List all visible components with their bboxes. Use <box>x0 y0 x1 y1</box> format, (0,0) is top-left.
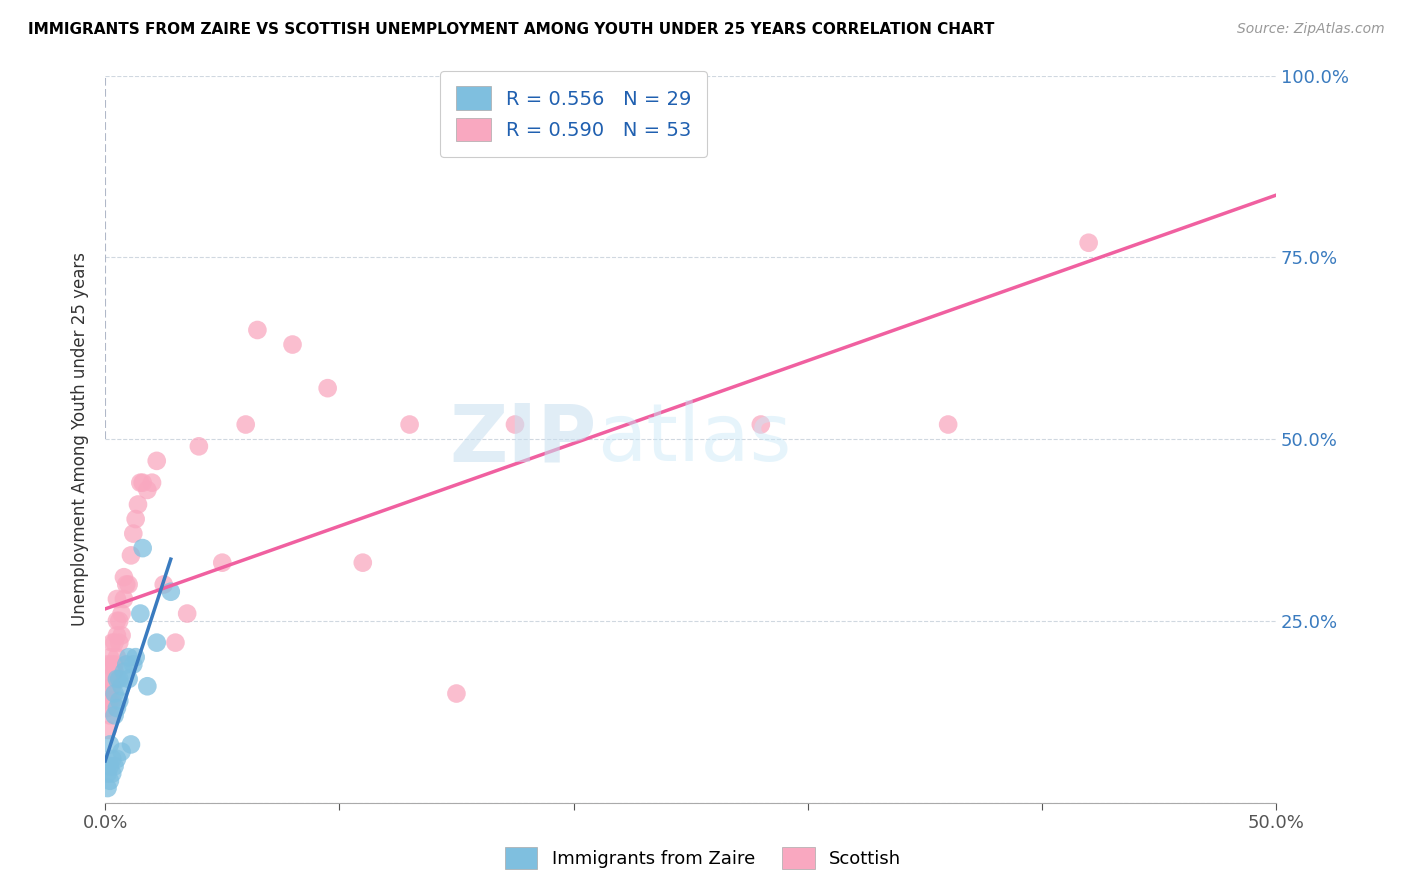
Point <box>112 592 135 607</box>
Point <box>101 679 124 693</box>
Point <box>98 773 121 788</box>
Point <box>105 752 128 766</box>
Point <box>117 650 139 665</box>
Point <box>101 635 124 649</box>
Point <box>112 665 135 679</box>
Point <box>105 672 128 686</box>
Point <box>108 694 131 708</box>
Point <box>127 498 149 512</box>
Point <box>110 679 132 693</box>
Point <box>105 614 128 628</box>
Point <box>131 541 153 555</box>
Point <box>120 549 142 563</box>
Point <box>503 417 526 432</box>
Point <box>129 475 152 490</box>
Point <box>122 657 145 672</box>
Point <box>96 672 118 686</box>
Point <box>108 614 131 628</box>
Point <box>398 417 420 432</box>
Point <box>101 657 124 672</box>
Point <box>103 687 125 701</box>
Point <box>115 657 138 672</box>
Point <box>1077 235 1099 250</box>
Point <box>235 417 257 432</box>
Point <box>136 483 159 497</box>
Text: IMMIGRANTS FROM ZAIRE VS SCOTTISH UNEMPLOYMENT AMONG YOUTH UNDER 25 YEARS CORREL: IMMIGRANTS FROM ZAIRE VS SCOTTISH UNEMPL… <box>28 22 994 37</box>
Point <box>159 584 181 599</box>
Point <box>105 592 128 607</box>
Point <box>98 650 121 665</box>
Point <box>115 577 138 591</box>
Point <box>152 577 174 591</box>
Point <box>749 417 772 432</box>
Point <box>98 708 121 723</box>
Point <box>105 701 128 715</box>
Point <box>117 672 139 686</box>
Point <box>145 454 167 468</box>
Point <box>96 766 118 780</box>
Point <box>145 635 167 649</box>
Point <box>117 577 139 591</box>
Point <box>316 381 339 395</box>
Point <box>352 556 374 570</box>
Point <box>101 766 124 780</box>
Point <box>112 570 135 584</box>
Text: Source: ZipAtlas.com: Source: ZipAtlas.com <box>1237 22 1385 37</box>
Point <box>101 694 124 708</box>
Point <box>136 679 159 693</box>
Point <box>103 665 125 679</box>
Point <box>96 780 118 795</box>
Point <box>103 708 125 723</box>
Point <box>96 687 118 701</box>
Point <box>105 628 128 642</box>
Point <box>110 745 132 759</box>
Point <box>103 635 125 649</box>
Point <box>129 607 152 621</box>
Point <box>176 607 198 621</box>
Legend: R = 0.556   N = 29, R = 0.590   N = 53: R = 0.556 N = 29, R = 0.590 N = 53 <box>440 70 707 157</box>
Point <box>120 738 142 752</box>
Point <box>98 738 121 752</box>
Point <box>96 723 118 737</box>
Point <box>98 694 121 708</box>
Point <box>246 323 269 337</box>
Point <box>98 672 121 686</box>
Legend: Immigrants from Zaire, Scottish: Immigrants from Zaire, Scottish <box>496 838 910 879</box>
Point <box>101 752 124 766</box>
Text: atlas: atlas <box>598 400 792 478</box>
Point <box>131 475 153 490</box>
Point <box>98 759 121 773</box>
Point <box>108 635 131 649</box>
Point <box>103 759 125 773</box>
Point <box>281 337 304 351</box>
Point <box>446 687 468 701</box>
Y-axis label: Unemployment Among Youth under 25 years: Unemployment Among Youth under 25 years <box>72 252 89 626</box>
Point <box>96 657 118 672</box>
Point <box>110 607 132 621</box>
Point <box>165 635 187 649</box>
Point <box>187 439 209 453</box>
Point <box>110 628 132 642</box>
Point <box>108 672 131 686</box>
Point <box>211 556 233 570</box>
Point <box>124 650 146 665</box>
Point <box>122 526 145 541</box>
Point <box>96 701 118 715</box>
Point <box>141 475 163 490</box>
Point <box>124 512 146 526</box>
Point <box>103 657 125 672</box>
Text: ZIP: ZIP <box>450 400 598 478</box>
Point <box>105 650 128 665</box>
Point <box>936 417 959 432</box>
